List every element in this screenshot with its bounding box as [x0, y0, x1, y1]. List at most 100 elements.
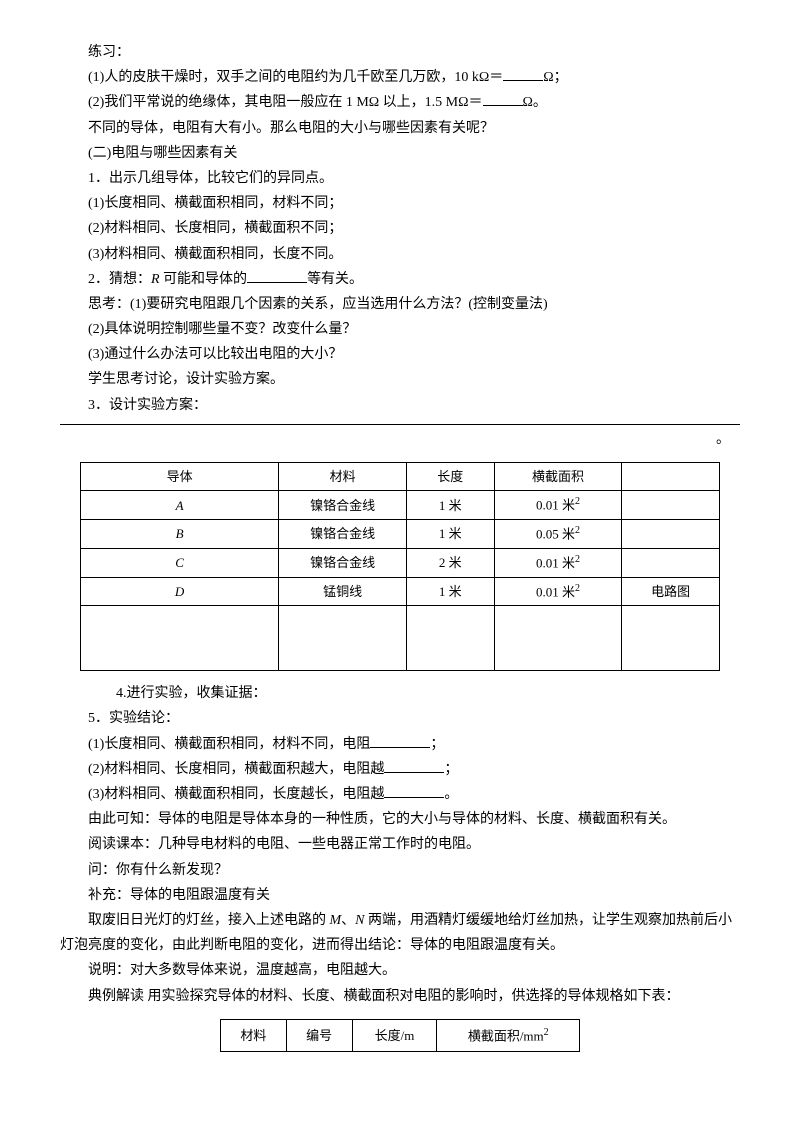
p21: 由此可知：导体的电阻是导体本身的一种性质，它的大小与导体的材料、长度、横截面积有… — [60, 807, 740, 832]
cell-c: C — [81, 548, 279, 577]
area-val: 0.01 米 — [536, 584, 575, 599]
cell: 1 米 — [407, 577, 495, 606]
p10d: 等有关。 — [307, 272, 363, 287]
sup-2: 2 — [544, 1027, 549, 1038]
conductor-d: D — [175, 584, 184, 599]
p20: (3)材料相同、横截面积相同，长度越长，电阻越 。 — [60, 782, 740, 807]
th-material: 材料 — [279, 463, 407, 491]
q2: (2)我们平常说的绝缘体，其电阻一般应在 1 MΩ 以上，1.5 MΩ＝ Ω。 — [60, 90, 740, 115]
spec-header-row: 材料 编号 长度/m 横截面积/mm2 — [221, 1019, 580, 1052]
var-m: M — [330, 913, 342, 928]
blank-5 — [384, 758, 444, 773]
cell: 2 米 — [407, 548, 495, 577]
p22: 阅读课本：几种导电材料的电阻、一些电器正常工作时的电阻。 — [60, 832, 740, 857]
p6: 1．出示几组导体，比较它们的异同点。 — [60, 166, 740, 191]
cell: 1 米 — [407, 491, 495, 520]
conductor-b: B — [176, 526, 184, 541]
p10c: 可能和导体的 — [160, 272, 248, 287]
table-header-row: 导体 材料 长度 横截面积 — [81, 463, 720, 491]
answer-line — [60, 424, 740, 425]
section-2-heading: (二)电阻与哪些因素有关 — [60, 141, 740, 166]
area-val: 0.05 米 — [536, 526, 575, 541]
p17: 5．实验结论： — [60, 706, 740, 731]
p8: (2)材料相同、长度相同，横截面积不同； — [60, 216, 740, 241]
area-val: 0.01 米 — [536, 555, 575, 570]
p18a: (1)长度相同、横截面积相同，材料不同，电阻 — [88, 737, 370, 752]
cell: 0.01 米2 — [494, 491, 622, 520]
sup-2: 2 — [575, 554, 580, 565]
th-diagram — [622, 463, 720, 491]
p27: 典例解读 用实验探究导体的材料、长度、横截面积对电阻的影响时，供选择的导体规格如… — [60, 984, 740, 1009]
cell: 电路图 — [622, 577, 720, 606]
p26: 说明：对大多数导体来说，温度越高，电阻越大。 — [60, 958, 740, 983]
th-conductor: 导体 — [81, 463, 279, 491]
p23: 问：你有什么新发现？ — [60, 858, 740, 883]
conductor-a: A — [176, 498, 184, 513]
empty-cell — [407, 606, 495, 671]
blank-4 — [370, 733, 430, 748]
table-row: D 锰铜线 1 米 0.01 米2 电路图 — [81, 577, 720, 606]
table-row: A 镍铬合金线 1 米 0.01 米2 — [81, 491, 720, 520]
th-area: 横截面积 — [494, 463, 622, 491]
p9: (3)材料相同、横截面积相同，长度不同。 — [60, 242, 740, 267]
th-material: 材料 — [221, 1019, 287, 1052]
p25b: 、 — [341, 913, 355, 928]
cell-b: B — [81, 520, 279, 549]
q1-unit: Ω； — [543, 70, 567, 85]
area-val: 0.01 米 — [536, 498, 575, 513]
q2-text: (2)我们平常说的绝缘体，其电阻一般应在 1 MΩ 以上，1.5 MΩ＝ — [88, 95, 483, 110]
sup-2: 2 — [575, 583, 580, 594]
p15: 3．设计实验方案： — [60, 393, 740, 418]
q1-text: (1)人的皮肤干燥时，双手之间的电阻约为几千欧至几万欧，10 kΩ＝ — [88, 70, 503, 85]
th-number: 编号 — [286, 1019, 352, 1052]
line-end: 。 — [60, 427, 740, 452]
cell: 镍铬合金线 — [279, 520, 407, 549]
empty-cell — [279, 606, 407, 671]
p13: (3)通过什么办法可以比较出电阻的大小？ — [60, 342, 740, 367]
cell: 0.01 米2 — [494, 548, 622, 577]
p18b: ； — [430, 737, 444, 752]
cell — [622, 520, 720, 549]
sup-2: 2 — [575, 525, 580, 536]
blank-3 — [247, 268, 307, 283]
blank-6 — [384, 783, 444, 798]
var-n: N — [355, 913, 364, 928]
cell — [622, 548, 720, 577]
p20a: (3)材料相同、横截面积相同，长度越长，电阻越 — [88, 787, 384, 802]
empty-cell — [494, 606, 622, 671]
empty-cell — [622, 606, 720, 671]
area-label: 横截面积/mm — [468, 1028, 544, 1043]
cell: 1 米 — [407, 520, 495, 549]
cell — [622, 491, 720, 520]
p16: 4.进行实验，收集证据： — [60, 681, 740, 706]
p7: (1)长度相同、横截面积相同，材料不同； — [60, 191, 740, 216]
p14: 学生思考讨论，设计实验方案。 — [60, 367, 740, 392]
conductor-c: C — [175, 555, 184, 570]
experiment-table: 导体 材料 长度 横截面积 A 镍铬合金线 1 米 0.01 米2 B 镍铬合金… — [80, 462, 720, 671]
table-row: B 镍铬合金线 1 米 0.05 米2 — [81, 520, 720, 549]
q2-unit: Ω。 — [523, 95, 547, 110]
table-row: C 镍铬合金线 2 米 0.01 米2 — [81, 548, 720, 577]
cell: 0.05 米2 — [494, 520, 622, 549]
blank-1 — [503, 66, 543, 81]
th-area: 横截面积/mm2 — [437, 1019, 580, 1052]
p18: (1)长度相同、横截面积相同，材料不同，电阻 ； — [60, 732, 740, 757]
blank-2 — [483, 91, 523, 106]
p12: (2)具体说明控制哪些量不变？改变什么量？ — [60, 317, 740, 342]
p10a: 2．猜想： — [88, 272, 151, 287]
cell: 锰铜线 — [279, 577, 407, 606]
p20b: 。 — [444, 787, 458, 802]
p25: 取废旧日光灯的灯丝，接入上述电路的 M、N 两端，用酒精灯缓缓地给灯丝加热，让学… — [60, 908, 740, 958]
cell-a: A — [81, 491, 279, 520]
p4: 不同的导体，电阻有大有小。那么电阻的大小与哪些因素有关呢？ — [60, 116, 740, 141]
p24: 补充：导体的电阻跟温度有关 — [60, 883, 740, 908]
p11: 思考：(1)要研究电阻跟几个因素的关系，应当选用什么方法？(控制变量法) — [60, 292, 740, 317]
table-empty-row — [81, 606, 720, 671]
sup-2: 2 — [575, 496, 580, 507]
cell: 镍铬合金线 — [279, 548, 407, 577]
practice-heading: 练习： — [60, 40, 740, 65]
p19: (2)材料相同、长度相同，横截面积越大，电阻越； — [60, 757, 740, 782]
cell: 0.01 米2 — [494, 577, 622, 606]
empty-cell — [81, 606, 279, 671]
th-length: 长度/m — [352, 1019, 437, 1052]
